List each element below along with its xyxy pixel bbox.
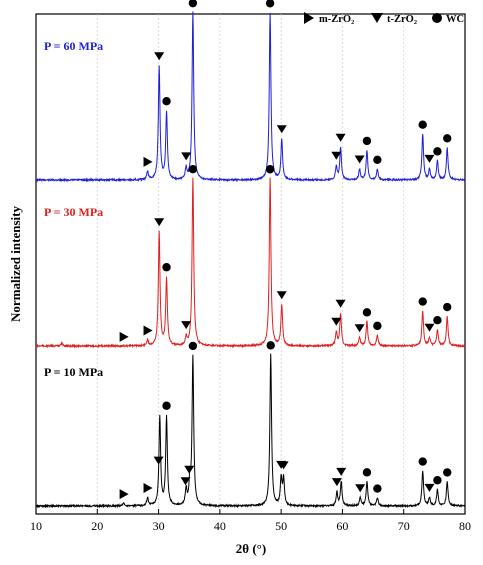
m-zro2-peak-marker: [143, 156, 153, 167]
wc-peak-marker: [373, 484, 382, 493]
t-zro2-peak-marker: [355, 484, 366, 493]
legend: m-ZrO₂ t-ZrO₂ WC: [304, 12, 464, 25]
m-zro2-peak-marker: [119, 331, 129, 342]
series-line-3: [35, 353, 466, 509]
x-tick-label: 50: [275, 519, 287, 533]
legend-marker-t-zro2: [371, 13, 383, 23]
t-zro2-peak-marker: [354, 155, 365, 164]
peak-marker-layer: [119, 0, 452, 500]
wc-peak-marker: [418, 120, 427, 129]
t-zro2-peak-marker: [181, 152, 192, 161]
x-tick-label: 70: [398, 519, 410, 533]
t-zro2-peak-marker: [331, 478, 342, 487]
series-label-1: P = 60 MPa: [44, 39, 103, 53]
t-zro2-peak-marker: [184, 465, 195, 474]
x-tick-label: 80: [459, 519, 471, 533]
series-line-1: [35, 11, 466, 183]
series-layer: [35, 11, 466, 509]
t-zro2-peak-marker: [154, 218, 165, 227]
wc-peak-marker: [162, 263, 171, 272]
wc-peak-marker: [443, 302, 452, 312]
series-line-2: [35, 177, 466, 349]
y-axis-title: Normalized intensity: [8, 206, 23, 322]
wc-peak-marker: [433, 476, 442, 485]
t-zro2-peak-marker: [336, 467, 347, 476]
t-zro2-peak-marker: [335, 133, 346, 142]
x-tick-label: 10: [30, 519, 42, 533]
wc-peak-marker: [188, 165, 198, 174]
wc-peak-marker: [418, 457, 427, 466]
legend-label-t-zro2: t-ZrO₂: [387, 14, 417, 25]
wc-peak-marker: [188, 0, 198, 8]
wc-peak-marker: [188, 341, 198, 351]
t-zro2-peak-marker: [276, 291, 287, 300]
wc-peak-marker: [443, 134, 452, 143]
series-label-2: P = 30 MPa: [44, 205, 103, 219]
wc-peak-marker: [443, 468, 452, 477]
wc-peak-marker: [162, 97, 171, 106]
x-axis-title: 2θ (°): [236, 541, 266, 556]
legend-marker-wc: [432, 13, 442, 23]
wc-peak-marker: [433, 316, 442, 325]
t-zro2-peak-marker: [354, 324, 365, 333]
t-zro2-peak-marker: [424, 323, 435, 332]
t-zro2-peak-marker: [331, 151, 342, 160]
legend-marker-m-zro2: [304, 12, 314, 24]
t-zro2-peak-marker: [153, 456, 164, 465]
wc-peak-marker: [373, 321, 382, 331]
t-zro2-peak-marker: [154, 52, 165, 61]
t-zro2-peak-marker: [424, 483, 435, 492]
wc-peak-marker: [265, 0, 275, 8]
x-tick-label: 30: [153, 519, 165, 533]
wc-peak-marker: [433, 147, 442, 156]
wc-peak-marker: [265, 165, 275, 174]
t-zro2-peak-marker: [181, 321, 192, 330]
x-tick-label: 40: [214, 519, 226, 533]
t-zro2-peak-marker: [424, 154, 435, 163]
wc-peak-marker: [373, 155, 382, 165]
wc-peak-marker: [362, 468, 372, 477]
wc-peak-marker: [362, 308, 372, 317]
wc-peak-marker: [266, 341, 275, 350]
m-zro2-peak-marker: [143, 325, 153, 336]
panel-label-layer: P = 60 MPa P = 30 MPa P = 10 MPa: [44, 39, 103, 379]
x-tick-label: 20: [91, 519, 103, 533]
t-zro2-peak-marker: [331, 317, 342, 326]
plot-frame: [35, 13, 466, 515]
t-zro2-peak-marker: [180, 477, 191, 486]
t-zro2-peak-marker: [276, 125, 287, 134]
series-label-3: P = 10 MPa: [44, 365, 103, 379]
t-zro2-peak-marker: [335, 299, 346, 308]
legend-label-m-zro2: m-ZrO₂: [319, 14, 354, 25]
t-zro2-peak-marker: [278, 461, 289, 470]
x-tick-label: 60: [336, 519, 348, 533]
legend-label-wc: WC: [446, 14, 464, 25]
wc-peak-marker: [418, 297, 427, 306]
x-tick-layer: 10 20 30 40 50 60 70 80: [30, 509, 471, 533]
m-zro2-peak-marker: [119, 489, 129, 500]
wc-peak-marker: [162, 401, 171, 410]
wc-peak-marker: [362, 136, 372, 146]
m-zro2-peak-marker: [143, 482, 153, 493]
